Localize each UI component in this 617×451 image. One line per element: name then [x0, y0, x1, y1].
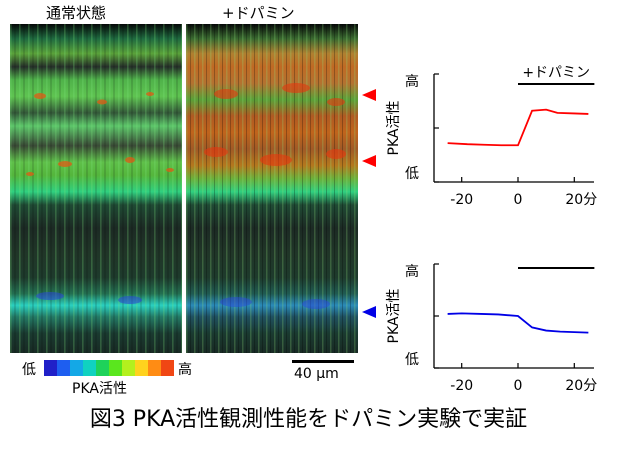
microscopy-panel-normal [10, 24, 182, 353]
x-tick-label: -20 [450, 192, 473, 208]
y-axis-label: PKA活性 [386, 101, 402, 156]
x-tick-label: 20 [565, 192, 583, 208]
colorbar-swatch [109, 360, 122, 376]
layer-markers [362, 89, 376, 318]
y-axis-label: PKA活性 [386, 289, 402, 344]
colorbar-swatch [44, 360, 57, 376]
red-arrow-marker-middle [362, 155, 376, 167]
y-high-label: 高 [405, 263, 419, 280]
colorbar-title: PKA活性 [72, 381, 127, 397]
y-high-label: 高 [405, 73, 419, 90]
colorbar-swatch [148, 360, 161, 376]
colorbar-swatch [83, 360, 96, 376]
x-tick-label: -20 [450, 378, 473, 394]
red-arrow-marker-top [362, 89, 376, 101]
x-unit-label: 分 [583, 378, 597, 394]
colorbar-swatch [70, 360, 83, 376]
scale-bar [292, 360, 354, 363]
colorbar-swatch [96, 360, 109, 376]
figure-caption: 図3 PKA活性観測性能をドパミン実験で実証 [89, 407, 528, 432]
microscopy-panel-dopamine [186, 24, 358, 353]
y-low-label: 低 [405, 352, 419, 368]
y-low-label: 低 [405, 166, 419, 182]
panel-right-title: +ドパミン [222, 4, 295, 22]
colorbar [44, 360, 174, 376]
colorbar-swatch [161, 360, 174, 376]
blue-arrow-marker [362, 306, 376, 318]
x-tick-label: 0 [514, 192, 523, 208]
scale-bar-label: 40 µm [294, 366, 339, 382]
panel-left-title: 通常状態 [46, 4, 107, 22]
x-tick-label: 20 [565, 378, 583, 394]
colorbar-low-label: 低 [22, 362, 36, 378]
series-line [447, 108, 589, 147]
x-unit-label: 分 [583, 192, 597, 208]
x-tick-label: 0 [514, 378, 523, 394]
treatment-label: +ドパミン [522, 65, 590, 81]
colorbar-swatch [57, 360, 70, 376]
series-line [447, 312, 589, 334]
colorbar-swatch [122, 360, 135, 376]
colorbar-high-label: 高 [178, 362, 192, 378]
colorbar-swatch [135, 360, 148, 376]
